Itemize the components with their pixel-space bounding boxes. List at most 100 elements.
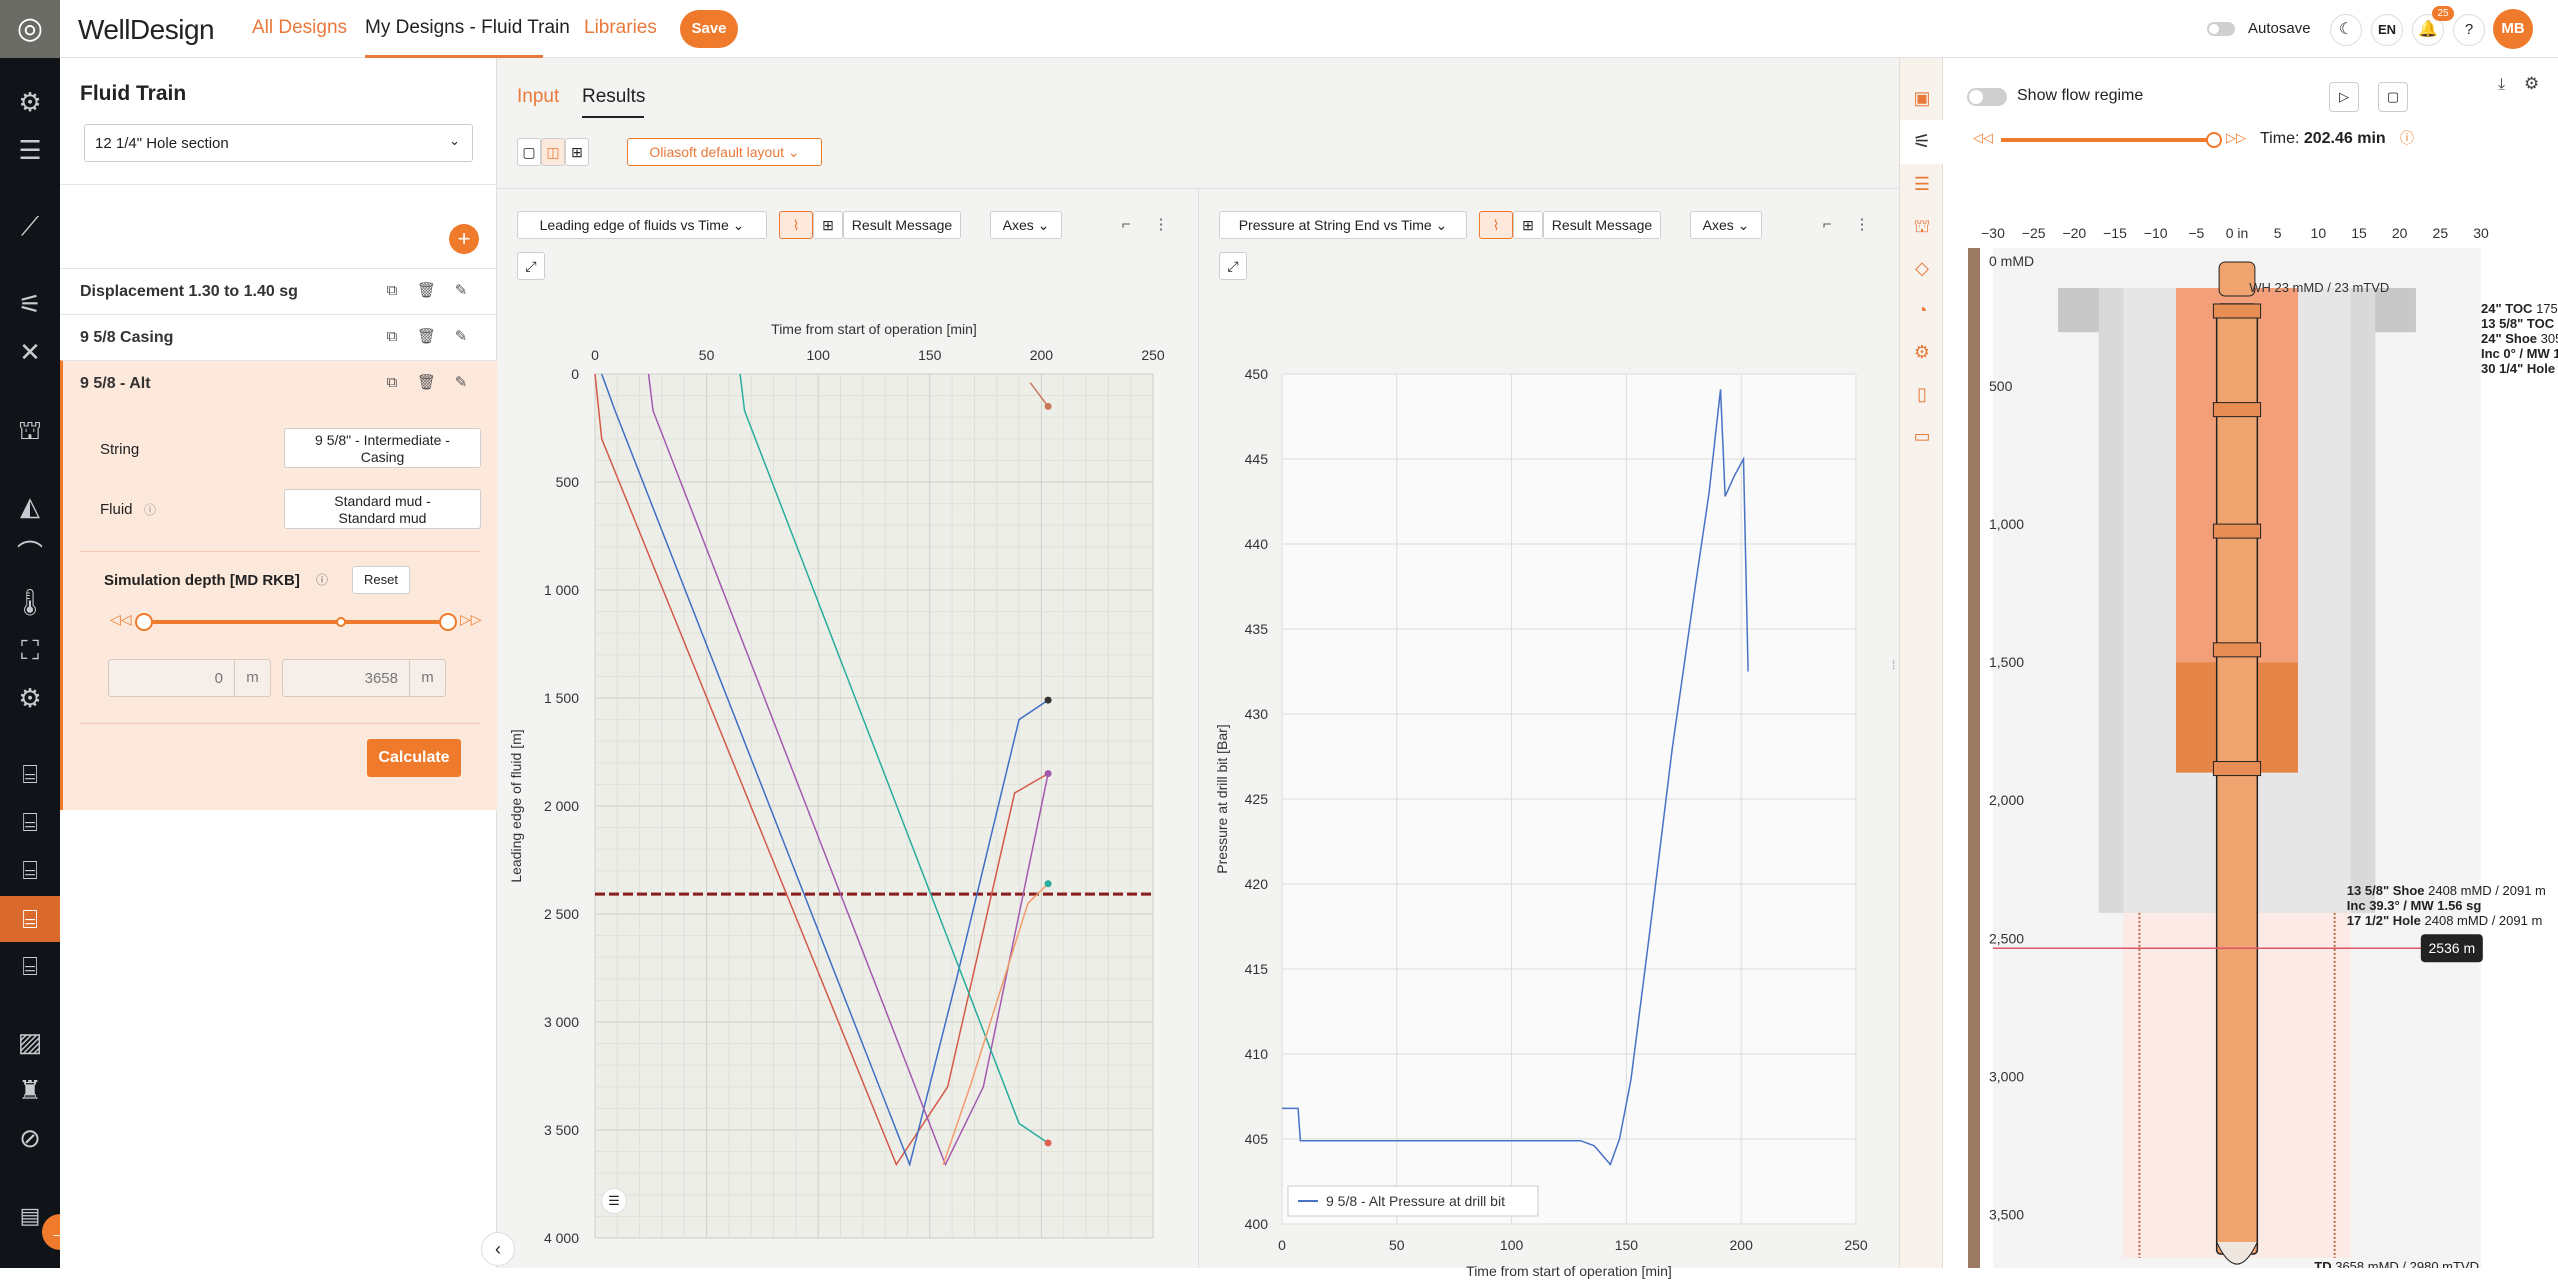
play-icon[interactable]: ▷: [2329, 82, 2359, 112]
gear-icon[interactable]: ⚙: [2524, 74, 2540, 93]
schematic-tab-active[interactable]: ⚟: [1900, 120, 1944, 164]
tower-icon[interactable]: ♜: [18, 1075, 42, 1105]
chart2-table-view-icon[interactable]: ⊞: [1513, 211, 1543, 239]
edit-icon[interactable]: ✎: [454, 374, 468, 391]
info-icon[interactable]: ⓘ: [144, 503, 157, 517]
well-icon-2[interactable]: ⌸: [22, 807, 38, 837]
copy-icon[interactable]: ⧉: [386, 328, 398, 345]
chart1-more-icon[interactable]: ⋮: [1153, 216, 1169, 233]
chart1-axes-select[interactable]: Axes ⌄: [990, 211, 1062, 239]
casing-icon[interactable]: ⛫: [18, 415, 42, 445]
copy-icon[interactable]: ⧉: [386, 282, 398, 299]
time-slider-track[interactable]: [2001, 138, 2215, 142]
depth-slider-track[interactable]: [143, 620, 449, 624]
tab-results[interactable]: Results: [582, 86, 646, 107]
pane-resize-handle-icon[interactable]: ⁞: [1892, 658, 1896, 672]
help-button[interactable]: ?: [2453, 14, 2485, 46]
gauge-icon[interactable]: ◔: [1916, 300, 1928, 320]
chart-area-icon[interactable]: ◭: [20, 491, 40, 521]
chart-line-icon[interactable]: ⌒: [16, 539, 43, 569]
list-item[interactable]: 9 5/8 Casing ⧉ 🗑 ✎: [60, 314, 497, 360]
chart2-axes-select[interactable]: Axes ⌄: [1690, 211, 1762, 239]
depth-from-input[interactable]: 0 m: [108, 659, 271, 697]
add-fluid-button[interactable]: +: [449, 224, 479, 254]
delete-icon[interactable]: 🗑: [417, 374, 437, 391]
chart2-type-select[interactable]: Pressure at String End vs Time ⌄: [1219, 211, 1467, 239]
tools-icon[interactable]: ✕: [19, 337, 41, 367]
time-slider-handle[interactable]: [2206, 132, 2222, 148]
trajectory-icon[interactable]: ⟋: [20, 211, 40, 241]
hatch-icon[interactable]: ▨: [17, 1027, 43, 1057]
stop-icon[interactable]: ▢: [2378, 82, 2408, 112]
delete-icon[interactable]: 🗑: [417, 328, 437, 345]
settings-icon[interactable]: ⚙: [18, 87, 42, 117]
calculate-button[interactable]: Calculate: [367, 739, 461, 777]
rewind-icon[interactable]: ◁◁: [1973, 130, 1993, 145]
layout-select[interactable]: Oliasoft default layout ⌄: [627, 138, 822, 166]
well-icon-4[interactable]: ⌸: [22, 951, 38, 981]
fluid-icon[interactable]: ⛶: [20, 635, 40, 665]
info-icon[interactable]: ⓘ: [316, 573, 329, 587]
collapse-panel-button[interactable]: ‹: [481, 1232, 515, 1266]
delete-icon[interactable]: 🗑: [417, 282, 437, 299]
depth-slider-handle-max[interactable]: [439, 613, 457, 631]
layout-grid-icon[interactable]: ⊞: [565, 138, 589, 166]
language-button[interactable]: EN: [2371, 14, 2403, 46]
edit-icon[interactable]: ✎: [454, 282, 468, 299]
section-select[interactable]: 12 1/4" Hole section ⌄: [84, 124, 473, 162]
app-logo-icon[interactable]: ◎: [0, 0, 60, 58]
chart1-expand-icon[interactable]: ⤢: [517, 252, 545, 280]
depth-to-input[interactable]: 3658 m: [282, 659, 446, 697]
flow-regime-toggle[interactable]: [1967, 88, 2007, 106]
app-logo[interactable]: WellDesign: [78, 14, 215, 45]
autosave-toggle[interactable]: [2207, 22, 2235, 36]
droplet-icon[interactable]: ◇: [1915, 258, 1929, 278]
fast-forward-icon[interactable]: ▷▷: [460, 611, 482, 627]
chart1-table-icon[interactable]: ☰: [601, 1188, 627, 1214]
settings-icon[interactable]: ⚙: [1913, 342, 1931, 362]
depth-slider-handle-min[interactable]: [135, 613, 153, 631]
note-icon[interactable]: ▭: [1913, 426, 1931, 446]
copy-icon[interactable]: ⧉: [386, 374, 398, 391]
list-item[interactable]: Displacement 1.30 to 1.40 sg ⧉ 🗑 ✎: [60, 268, 497, 314]
rewind-icon[interactable]: ◁◁: [110, 611, 132, 627]
chart2-line-view-icon[interactable]: ⌇: [1479, 211, 1513, 239]
nav-breadcrumb[interactable]: My Designs - Fluid Train: [365, 17, 570, 38]
fluid-train-nav-active[interactable]: ⌸: [0, 896, 60, 942]
notifications-bell-icon[interactable]: 🔔: [2412, 14, 2444, 46]
reset-button[interactable]: Reset: [352, 566, 410, 594]
layout-single-icon[interactable]: ▢: [517, 138, 541, 166]
info-icon[interactable]: ⓘ: [2400, 130, 2414, 146]
save-file-icon[interactable]: ▣: [1913, 88, 1931, 108]
edit-icon[interactable]: ✎: [454, 328, 468, 345]
rig-icon[interactable]: ⚟: [18, 289, 42, 319]
chart2-result-message-button[interactable]: Result Message: [1543, 211, 1661, 239]
chart1-result-message-button[interactable]: Result Message: [843, 211, 961, 239]
pane-divider[interactable]: [1198, 188, 1199, 1268]
fluid-select[interactable]: Standard mud - Standard mud: [284, 489, 481, 529]
nav-libraries[interactable]: Libraries: [584, 17, 657, 38]
chart1-table-view-icon[interactable]: ⊞: [813, 211, 843, 239]
ruler-icon[interactable]: ▯: [1917, 384, 1927, 404]
nav-all-designs[interactable]: All Designs: [252, 17, 348, 38]
user-avatar[interactable]: MB: [2493, 9, 2533, 49]
well-icon-3[interactable]: ⌸: [22, 855, 38, 885]
document-icon[interactable]: ▤: [19, 1203, 41, 1228]
chart2-format-icon[interactable]: ⌐: [1822, 216, 1832, 233]
save-button[interactable]: Save: [680, 10, 738, 48]
chart1-type-select[interactable]: Leading edge of fluids vs Time ⌄: [517, 211, 767, 239]
fast-forward-icon[interactable]: ▷▷: [2226, 130, 2246, 145]
chart1-format-icon[interactable]: ⌐: [1121, 216, 1131, 233]
tab-input[interactable]: Input: [517, 86, 560, 107]
layers-icon[interactable]: ☰: [1913, 174, 1931, 194]
dark-mode-icon[interactable]: ☾: [2330, 14, 2362, 46]
chart1-line-view-icon[interactable]: ⌇: [779, 211, 813, 239]
list-item-label[interactable]: 9 5/8 - Alt: [80, 375, 151, 392]
thermometer-icon[interactable]: 🌡: [13, 587, 47, 617]
layout-split-icon[interactable]: ◫: [541, 138, 565, 166]
casing-icon[interactable]: ⛫: [1913, 216, 1931, 236]
chart2-expand-icon[interactable]: ⤢: [1219, 252, 1247, 280]
gear-play-icon[interactable]: ⚙: [18, 683, 42, 713]
well-icon-1[interactable]: ⌸: [22, 759, 38, 789]
string-select[interactable]: 9 5/8" - Intermediate - Casing: [284, 428, 481, 468]
